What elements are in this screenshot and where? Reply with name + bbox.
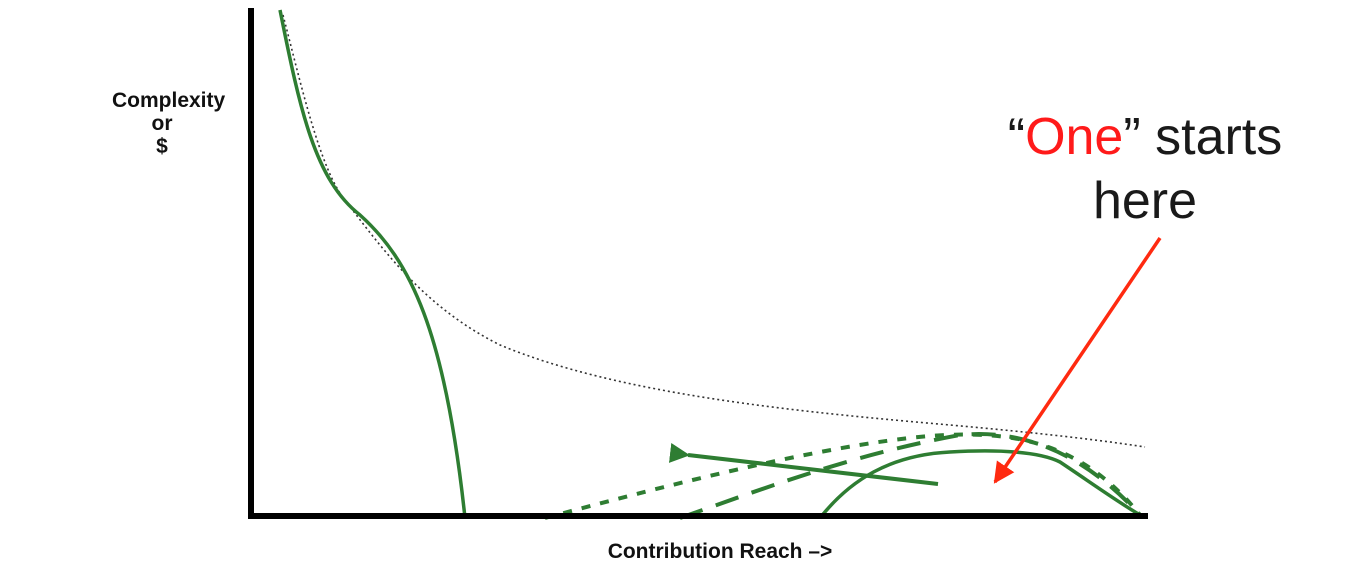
- green-left-arrow: [668, 442, 939, 486]
- callout-line-1: “One” starts: [955, 105, 1335, 169]
- y-axis-label-line: or: [151, 112, 173, 135]
- callout-line-2: here: [1092, 172, 1198, 230]
- envelope-dotted-curve: [282, 14, 1146, 448]
- steep-cost-curve: [278, 9, 467, 519]
- solid-green-hump-curve: [818, 449, 1141, 520]
- callout-highlight-word: One: [1025, 108, 1124, 166]
- y-axis-label-line: Complexity: [112, 89, 226, 112]
- dotted-green-curve: [544, 432, 1142, 520]
- y-axis-label: Complexity or $: [112, 89, 226, 158]
- callout-quote-open: “: [1007, 108, 1026, 166]
- red-pointer-arrow: [993, 237, 1162, 484]
- x-axis-label: Contribution Reach –>: [607, 540, 833, 563]
- dashed-green-curve: [679, 432, 1142, 520]
- callout-line-1-rest: ” starts: [1123, 108, 1283, 166]
- callout-text: “One” starts here: [955, 105, 1335, 233]
- y-axis-label-line: $: [156, 135, 168, 158]
